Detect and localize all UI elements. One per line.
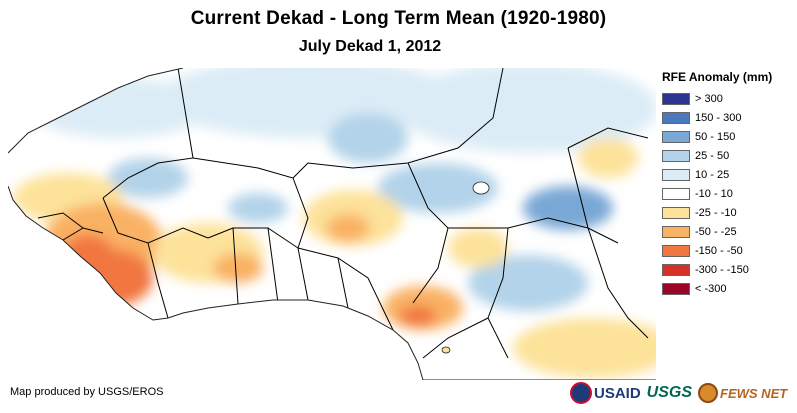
- legend-label: -300 - -150: [695, 263, 749, 276]
- legend-item: 50 - 150: [662, 127, 792, 146]
- map-subtitle: July Dekad 1, 2012: [298, 38, 442, 55]
- legend: RFE Anomaly (mm) > 300 150 - 300 50 - 150 2…: [662, 70, 792, 298]
- land-area: [8, 68, 656, 380]
- coastline: [8, 68, 656, 380]
- legend-swatch: [662, 263, 690, 276]
- legend-item: 150 - 300: [662, 108, 792, 127]
- legend-swatch: [662, 168, 690, 181]
- legend-label: 10 - 25: [695, 168, 730, 181]
- legend-item: -150 - -50: [662, 241, 792, 260]
- legend-label: < -300: [695, 282, 727, 295]
- legend-swatch: [662, 130, 690, 143]
- legend-swatch: [662, 111, 690, 124]
- legend-item: > 300: [662, 89, 792, 108]
- legend-label: -25 - -10: [695, 206, 737, 219]
- legend-item: -50 - -25: [662, 222, 792, 241]
- legend-item: -25 - -10: [662, 203, 792, 222]
- legend-swatch: [662, 187, 690, 200]
- legend-swatch: [662, 92, 690, 105]
- legend-swatch: [662, 149, 690, 162]
- legend-label: > 300: [695, 92, 723, 105]
- bioko-island: [441, 346, 451, 354]
- legend-label: -10 - 10: [695, 187, 733, 200]
- legend-items: > 300 150 - 300 50 - 150 25 - 50 10 - 25 -10 …: [662, 89, 792, 298]
- fews-net-logo: FEWS NET: [698, 383, 787, 403]
- legend-item: -10 - 10: [662, 184, 792, 203]
- usgs-logo: USGS: [646, 384, 693, 401]
- map-title: Current Dekad - Long Term Mean (1920-198…: [190, 8, 607, 29]
- usaid-logo: USAID: [570, 382, 641, 404]
- usaid-seal-icon: [570, 382, 592, 404]
- legend-title: RFE Anomaly (mm): [662, 70, 773, 84]
- legend-item: -300 - -150: [662, 260, 792, 279]
- legend-item: 25 - 50: [662, 146, 792, 165]
- legend-swatch: [662, 282, 690, 295]
- legend-label: 25 - 50: [695, 149, 730, 162]
- legend-swatch: [662, 244, 690, 257]
- legend-swatch: [662, 225, 690, 238]
- legend-label: -50 - -25: [695, 225, 737, 238]
- logo-strip: USAID USGS FEWS NET: [570, 378, 787, 408]
- lake-chad: [472, 181, 490, 195]
- usaid-logo-text: USAID: [594, 384, 641, 402]
- rainfall-anomaly-map: [8, 68, 656, 380]
- legend-label: -150 - -50: [695, 244, 743, 257]
- credit-text: Map produced by USGS/EROS: [10, 386, 164, 398]
- fews-seal-icon: [698, 383, 719, 403]
- legend-label: 50 - 150: [695, 130, 736, 143]
- legend-swatch: [662, 206, 690, 219]
- legend-label: 150 - 300: [695, 111, 742, 124]
- fews-net-logo-text: FEWS NET: [720, 385, 788, 401]
- legend-item: 10 - 25: [662, 165, 792, 184]
- legend-item: < -300: [662, 279, 792, 298]
